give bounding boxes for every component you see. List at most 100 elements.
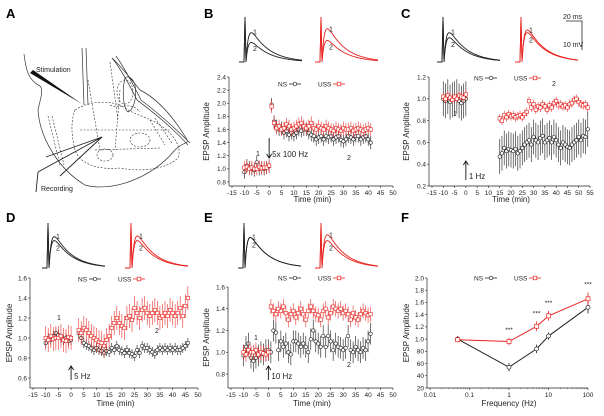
data-point-uss xyxy=(540,102,545,107)
timepoint-label: 2 xyxy=(552,81,556,88)
data-point-uss xyxy=(107,333,112,338)
data-point-ns xyxy=(366,339,371,344)
data-point-ns xyxy=(130,351,135,356)
data-point-uss xyxy=(276,306,281,311)
x-tick-label: 10 xyxy=(93,392,101,399)
y-tick-label: 0.6 xyxy=(18,375,27,382)
x-tick-label: 55 xyxy=(586,190,594,197)
x-tick-label: 50 xyxy=(389,190,397,197)
legend-marker-uss xyxy=(532,275,538,281)
data-point-uss xyxy=(241,350,246,355)
data-point-ns xyxy=(319,134,324,139)
data-point-uss xyxy=(163,310,168,315)
data-point-ns xyxy=(316,341,321,346)
data-point-uss xyxy=(343,308,348,313)
data-point-uss xyxy=(122,325,127,330)
data-point-ns xyxy=(534,346,539,352)
x-tick-label: 20 xyxy=(507,190,515,197)
epsp-trace-ns xyxy=(239,16,303,63)
data-point-uss xyxy=(554,98,559,103)
stimulus-label: 10 Hz xyxy=(271,372,292,381)
data-point-uss xyxy=(48,333,53,338)
chart-panel-c: -15 -10 -5 0 5 10 15 20 25 30 35 40 45 50 55 0.2 0.4 0.6 0… xyxy=(402,16,594,204)
x-axis-label: Time (min) xyxy=(294,195,332,204)
y-tick-label: 60 xyxy=(417,361,425,368)
y-tick-label: 2.0 xyxy=(415,275,424,282)
y-tick-label: 1.0 xyxy=(217,166,226,173)
data-point-ns xyxy=(546,333,551,339)
data-point-ns xyxy=(506,364,512,370)
x-tick-label: -15 xyxy=(226,392,236,399)
x-tick-label: 0.1 xyxy=(465,392,474,399)
x-tick-label: 0.01 xyxy=(424,392,437,399)
trace-label: 1 xyxy=(139,233,143,240)
data-point-ns xyxy=(308,337,313,342)
data-point-ns xyxy=(178,347,183,352)
y-tick-label: 80 xyxy=(417,349,425,356)
data-point-ns xyxy=(152,351,157,356)
data-point-uss xyxy=(296,311,301,316)
chart-panel-d: -15 -10 -5 0 5 10 15 20 25 30 35 40 45 50 0.6 0.8 1.0 1.2… xyxy=(5,222,202,408)
data-point-ns xyxy=(150,349,155,354)
epsp-trace-uss xyxy=(125,222,189,269)
data-point-ns xyxy=(273,330,278,335)
data-point-uss xyxy=(86,330,91,335)
legend-marker-uss xyxy=(532,75,538,81)
x-tick-label: 50 xyxy=(575,190,583,197)
data-point-uss xyxy=(314,127,319,132)
data-point-uss xyxy=(109,325,114,330)
data-point-ns xyxy=(527,138,532,143)
x-tick-label: 35 xyxy=(352,190,360,197)
data-point-uss xyxy=(160,313,165,318)
data-point-ns xyxy=(529,142,534,147)
data-point-ns xyxy=(165,347,170,352)
stimulus-label: 5x 100 Hz xyxy=(272,150,308,159)
data-point-ns xyxy=(368,140,373,145)
data-point-ns xyxy=(276,348,281,353)
scale-bar-time: 20 ms xyxy=(563,14,583,21)
data-point-uss xyxy=(533,107,538,112)
data-point-uss xyxy=(542,104,547,109)
data-point-uss xyxy=(318,317,323,322)
y-tick-label: 1.6 xyxy=(415,300,424,307)
x-tick-label: 0 xyxy=(464,190,468,197)
y-tick-label: 1.0 xyxy=(415,336,424,343)
x-tick-label: -5 xyxy=(452,190,458,197)
data-point-uss xyxy=(84,327,89,332)
data-point-ns xyxy=(499,151,504,156)
data-point-uss xyxy=(368,127,373,132)
arrow-head-icon xyxy=(462,160,469,166)
x-tick-label: 30 xyxy=(340,190,348,197)
data-point-uss xyxy=(165,313,170,318)
trace-label: 1 xyxy=(329,26,333,33)
data-point-uss xyxy=(175,310,180,315)
data-point-uss xyxy=(348,317,353,322)
x-tick-label: -5 xyxy=(254,190,260,197)
x-tick-label: 50 xyxy=(194,392,202,399)
data-point-uss xyxy=(518,113,523,118)
data-point-uss xyxy=(306,124,311,129)
y-axis-label: EPSP Amplitude xyxy=(402,102,411,161)
data-point-uss xyxy=(558,102,563,107)
data-point-uss xyxy=(288,312,293,317)
data-point-uss xyxy=(353,315,358,320)
x-tick-label: 45 xyxy=(377,190,385,197)
y-tick-label: 0.2 xyxy=(417,183,426,190)
data-point-uss xyxy=(321,127,326,132)
data-point-uss xyxy=(569,101,574,106)
y-tick-label: 1.8 xyxy=(217,114,226,121)
data-point-ns xyxy=(556,142,561,147)
data-point-ns xyxy=(157,345,162,350)
x-axis-label: Time (min) xyxy=(492,195,530,204)
data-point-uss xyxy=(461,95,466,100)
data-point-uss xyxy=(316,313,321,318)
data-point-ns xyxy=(132,353,137,358)
data-point-ns xyxy=(338,345,343,350)
data-point-ns xyxy=(547,136,552,141)
data-point-uss xyxy=(286,317,291,322)
data-point-uss xyxy=(311,308,316,313)
scale-bar-voltage: 10 mV xyxy=(563,42,584,49)
x-tick-label: 50 xyxy=(389,392,397,399)
x-tick-label: 15 xyxy=(302,392,310,399)
trace-label: 1 xyxy=(529,27,533,34)
